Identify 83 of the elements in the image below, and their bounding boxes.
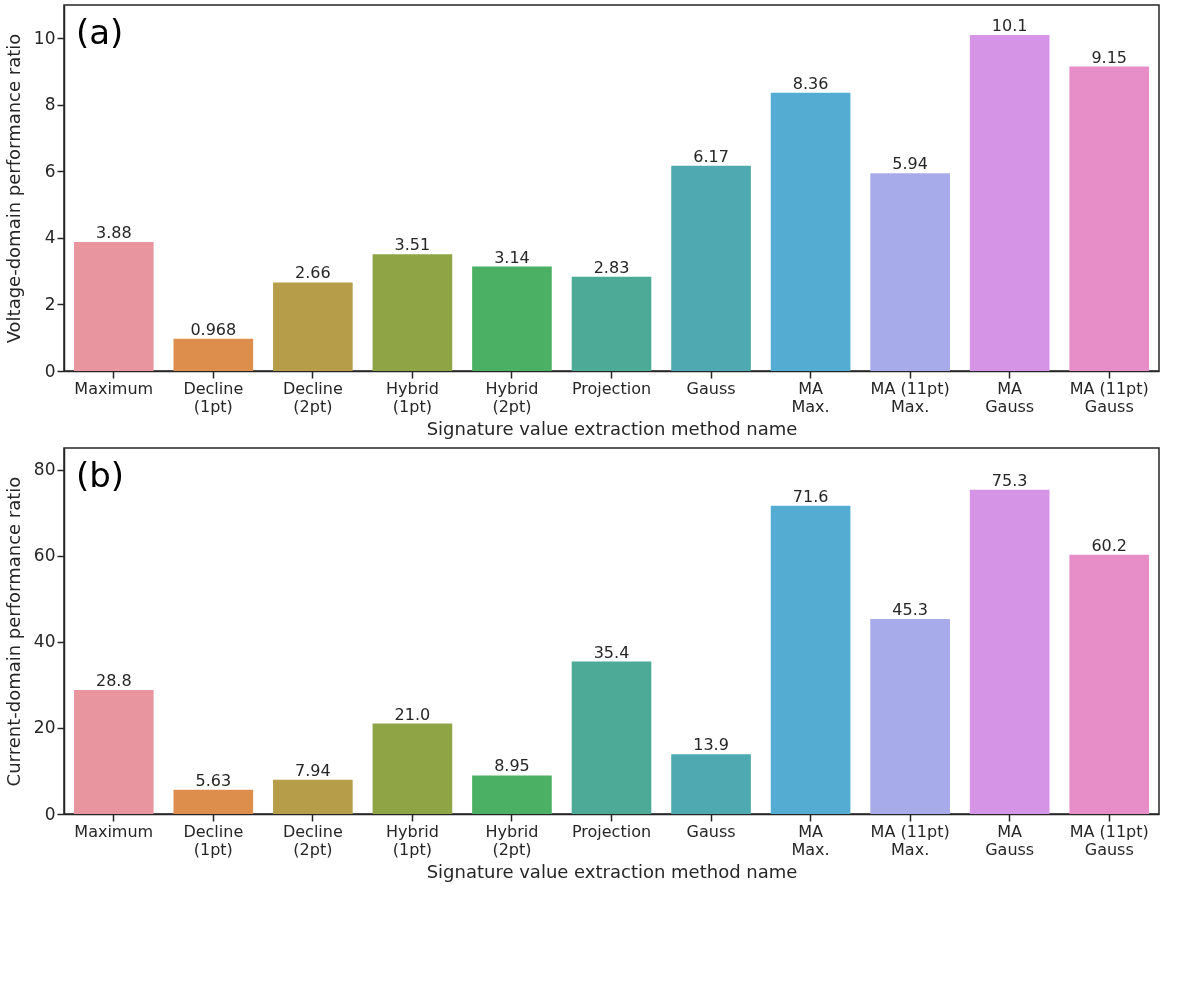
data-label: 21.0 bbox=[394, 704, 431, 724]
data-label: 9.15 bbox=[1091, 47, 1128, 67]
data-label: 3.88 bbox=[95, 222, 132, 242]
x-tick-label: MA Max. bbox=[791, 378, 830, 416]
data-label: 71.6 bbox=[792, 486, 829, 506]
x-tick-label: MA (11pt) Max. bbox=[870, 378, 950, 416]
data-label: 7.94 bbox=[295, 760, 331, 780]
bar bbox=[870, 173, 950, 371]
bar bbox=[870, 618, 950, 814]
data-label: 8.95 bbox=[494, 756, 530, 776]
bar bbox=[73, 241, 154, 371]
x-axis-title: Signature value extraction method name bbox=[426, 417, 798, 439]
y-tick-label: 60 bbox=[33, 545, 56, 566]
y-tick-label: 80 bbox=[33, 459, 56, 480]
bar bbox=[73, 689, 154, 814]
x-tick-label: MA Max. bbox=[791, 821, 830, 859]
x-tick-label: MA (11pt) Max. bbox=[870, 821, 950, 859]
bar bbox=[1069, 554, 1150, 814]
bar bbox=[770, 92, 851, 371]
x-tick-label: Decline (2pt) bbox=[282, 821, 343, 859]
y-tick-label: 20 bbox=[33, 717, 56, 738]
x-tick-label: Gauss bbox=[686, 821, 736, 841]
data-label: 10.1 bbox=[991, 15, 1028, 35]
y-tick-label: 4 bbox=[44, 227, 56, 248]
bar bbox=[671, 165, 751, 371]
x-tick-label: MA (11pt) Gauss bbox=[1069, 378, 1149, 416]
data-label: 75.3 bbox=[991, 470, 1028, 490]
data-label: 8.36 bbox=[792, 73, 829, 93]
x-tick-label: MA (11pt) Gauss bbox=[1069, 821, 1149, 859]
bar bbox=[273, 282, 353, 371]
y-tick-label: 10 bbox=[33, 27, 56, 48]
data-label: 13.9 bbox=[693, 735, 729, 755]
x-tick-label: Hybrid (1pt) bbox=[385, 821, 439, 859]
data-label: 3.14 bbox=[494, 247, 530, 267]
data-label: 5.63 bbox=[195, 770, 232, 790]
bar bbox=[472, 775, 552, 814]
y-tick-label: 6 bbox=[44, 160, 56, 181]
bar bbox=[372, 254, 453, 371]
bar bbox=[173, 338, 254, 371]
x-tick-label: Decline (1pt) bbox=[183, 821, 244, 859]
x-tick-label: Decline (1pt) bbox=[183, 378, 244, 416]
bar bbox=[969, 34, 1050, 371]
data-label: 28.8 bbox=[95, 670, 132, 690]
bar bbox=[173, 789, 254, 814]
y-axis-title: Voltage-domain performance ratio bbox=[2, 33, 24, 344]
bar bbox=[1069, 66, 1150, 371]
x-tick-label: Projection bbox=[571, 378, 652, 398]
data-label: 45.3 bbox=[892, 599, 928, 619]
y-tick-label: 2 bbox=[44, 293, 56, 314]
data-label: 2.66 bbox=[295, 263, 331, 283]
y-tick-label: 0 bbox=[44, 803, 56, 824]
bar bbox=[969, 489, 1050, 814]
bar bbox=[273, 779, 353, 814]
x-tick-label: Decline (2pt) bbox=[282, 378, 343, 416]
bar bbox=[671, 754, 751, 814]
x-tick-label: Gauss bbox=[686, 378, 736, 398]
bar bbox=[571, 276, 652, 371]
x-tick-label: MA Gauss bbox=[985, 378, 1035, 416]
y-tick-label: 40 bbox=[33, 631, 56, 652]
bar bbox=[372, 723, 453, 814]
x-tick-label: Maximum bbox=[74, 821, 154, 841]
y-tick-label: 8 bbox=[44, 94, 56, 115]
y-tick-label: 0 bbox=[44, 360, 56, 381]
x-tick-label: Hybrid (2pt) bbox=[485, 821, 539, 859]
x-axis-title: Signature value extraction method name bbox=[426, 860, 798, 882]
x-tick-label: Hybrid (2pt) bbox=[485, 378, 539, 416]
data-label: 0.968 bbox=[190, 319, 237, 339]
annotation: (b) bbox=[76, 455, 125, 495]
data-label: 60.2 bbox=[1091, 535, 1128, 555]
data-label: 5.94 bbox=[892, 154, 928, 174]
x-tick-label: Hybrid (1pt) bbox=[385, 378, 439, 416]
bar bbox=[770, 505, 851, 814]
data-label: 6.17 bbox=[693, 146, 729, 166]
annotation: (a) bbox=[76, 12, 124, 52]
data-label: 35.4 bbox=[593, 642, 630, 662]
bar bbox=[571, 661, 652, 814]
y-axis-title: Current-domain performance ratio bbox=[2, 476, 24, 787]
bar bbox=[472, 266, 552, 371]
data-label: 2.83 bbox=[593, 257, 630, 277]
x-tick-label: Maximum bbox=[74, 378, 154, 398]
x-tick-label: Projection bbox=[571, 821, 652, 841]
x-tick-label: MA Gauss bbox=[985, 821, 1035, 859]
data-label: 3.51 bbox=[394, 235, 431, 255]
